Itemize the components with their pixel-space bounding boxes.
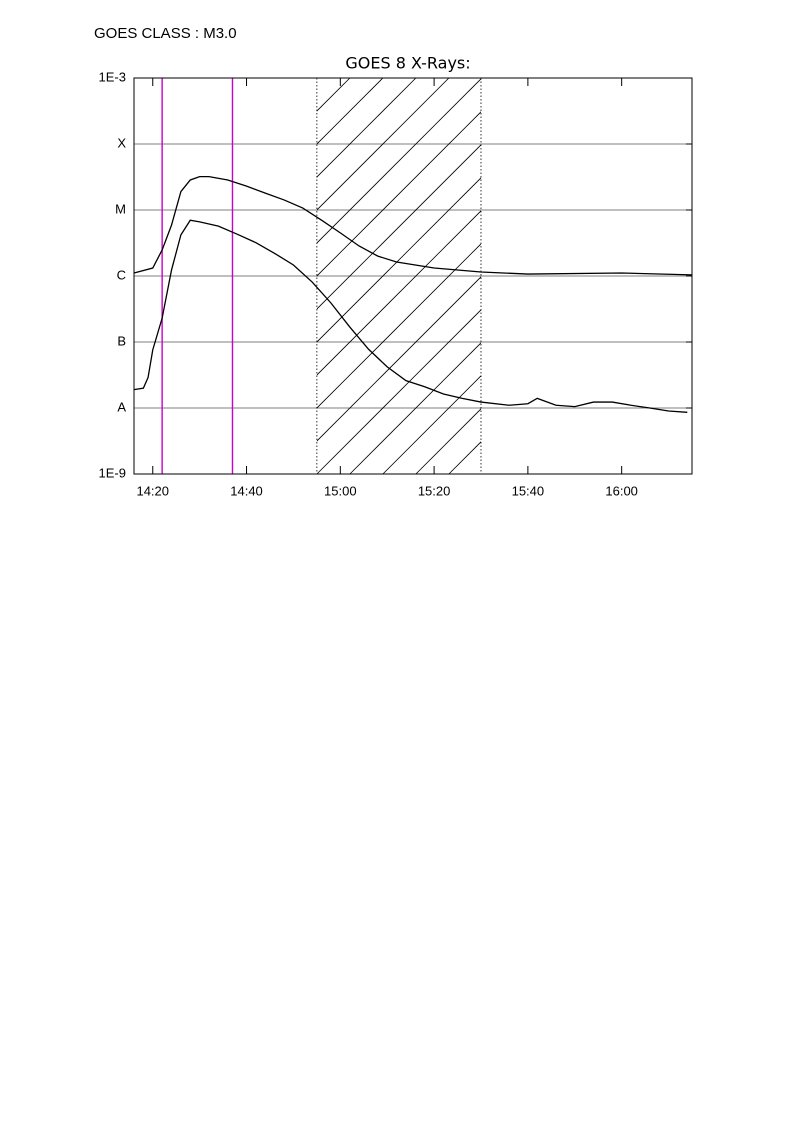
x-tick-label: 16:00 [605,483,638,498]
y-tick-label: B [117,333,126,348]
y-tick-label: 1E-3 [99,69,126,84]
x-tick-label: 15:40 [512,483,545,498]
x-tick-label: 15:00 [324,483,357,498]
x-tick-label: 15:20 [418,483,451,498]
hatch-line [680,78,790,474]
x-tick-label: 14:40 [230,483,263,498]
plot-frame [133,77,693,475]
flux-line [133,176,693,276]
y-tick-label: 1E-9 [99,465,126,480]
y-tick-label: X [117,135,126,150]
hatch-line [746,78,790,474]
goes-class: GOES CLASS : M3.0 [94,25,237,42]
hatch-line [779,78,790,474]
flux-line [133,219,688,413]
y-tick-label: C [117,267,126,282]
y-tick-label: A [117,399,126,414]
chart-title: GOES 8 X-Rays: [345,54,470,73]
x-tick-label: 14:20 [136,483,169,498]
hatch-line [713,78,790,474]
y-tick-label: M [115,201,126,216]
